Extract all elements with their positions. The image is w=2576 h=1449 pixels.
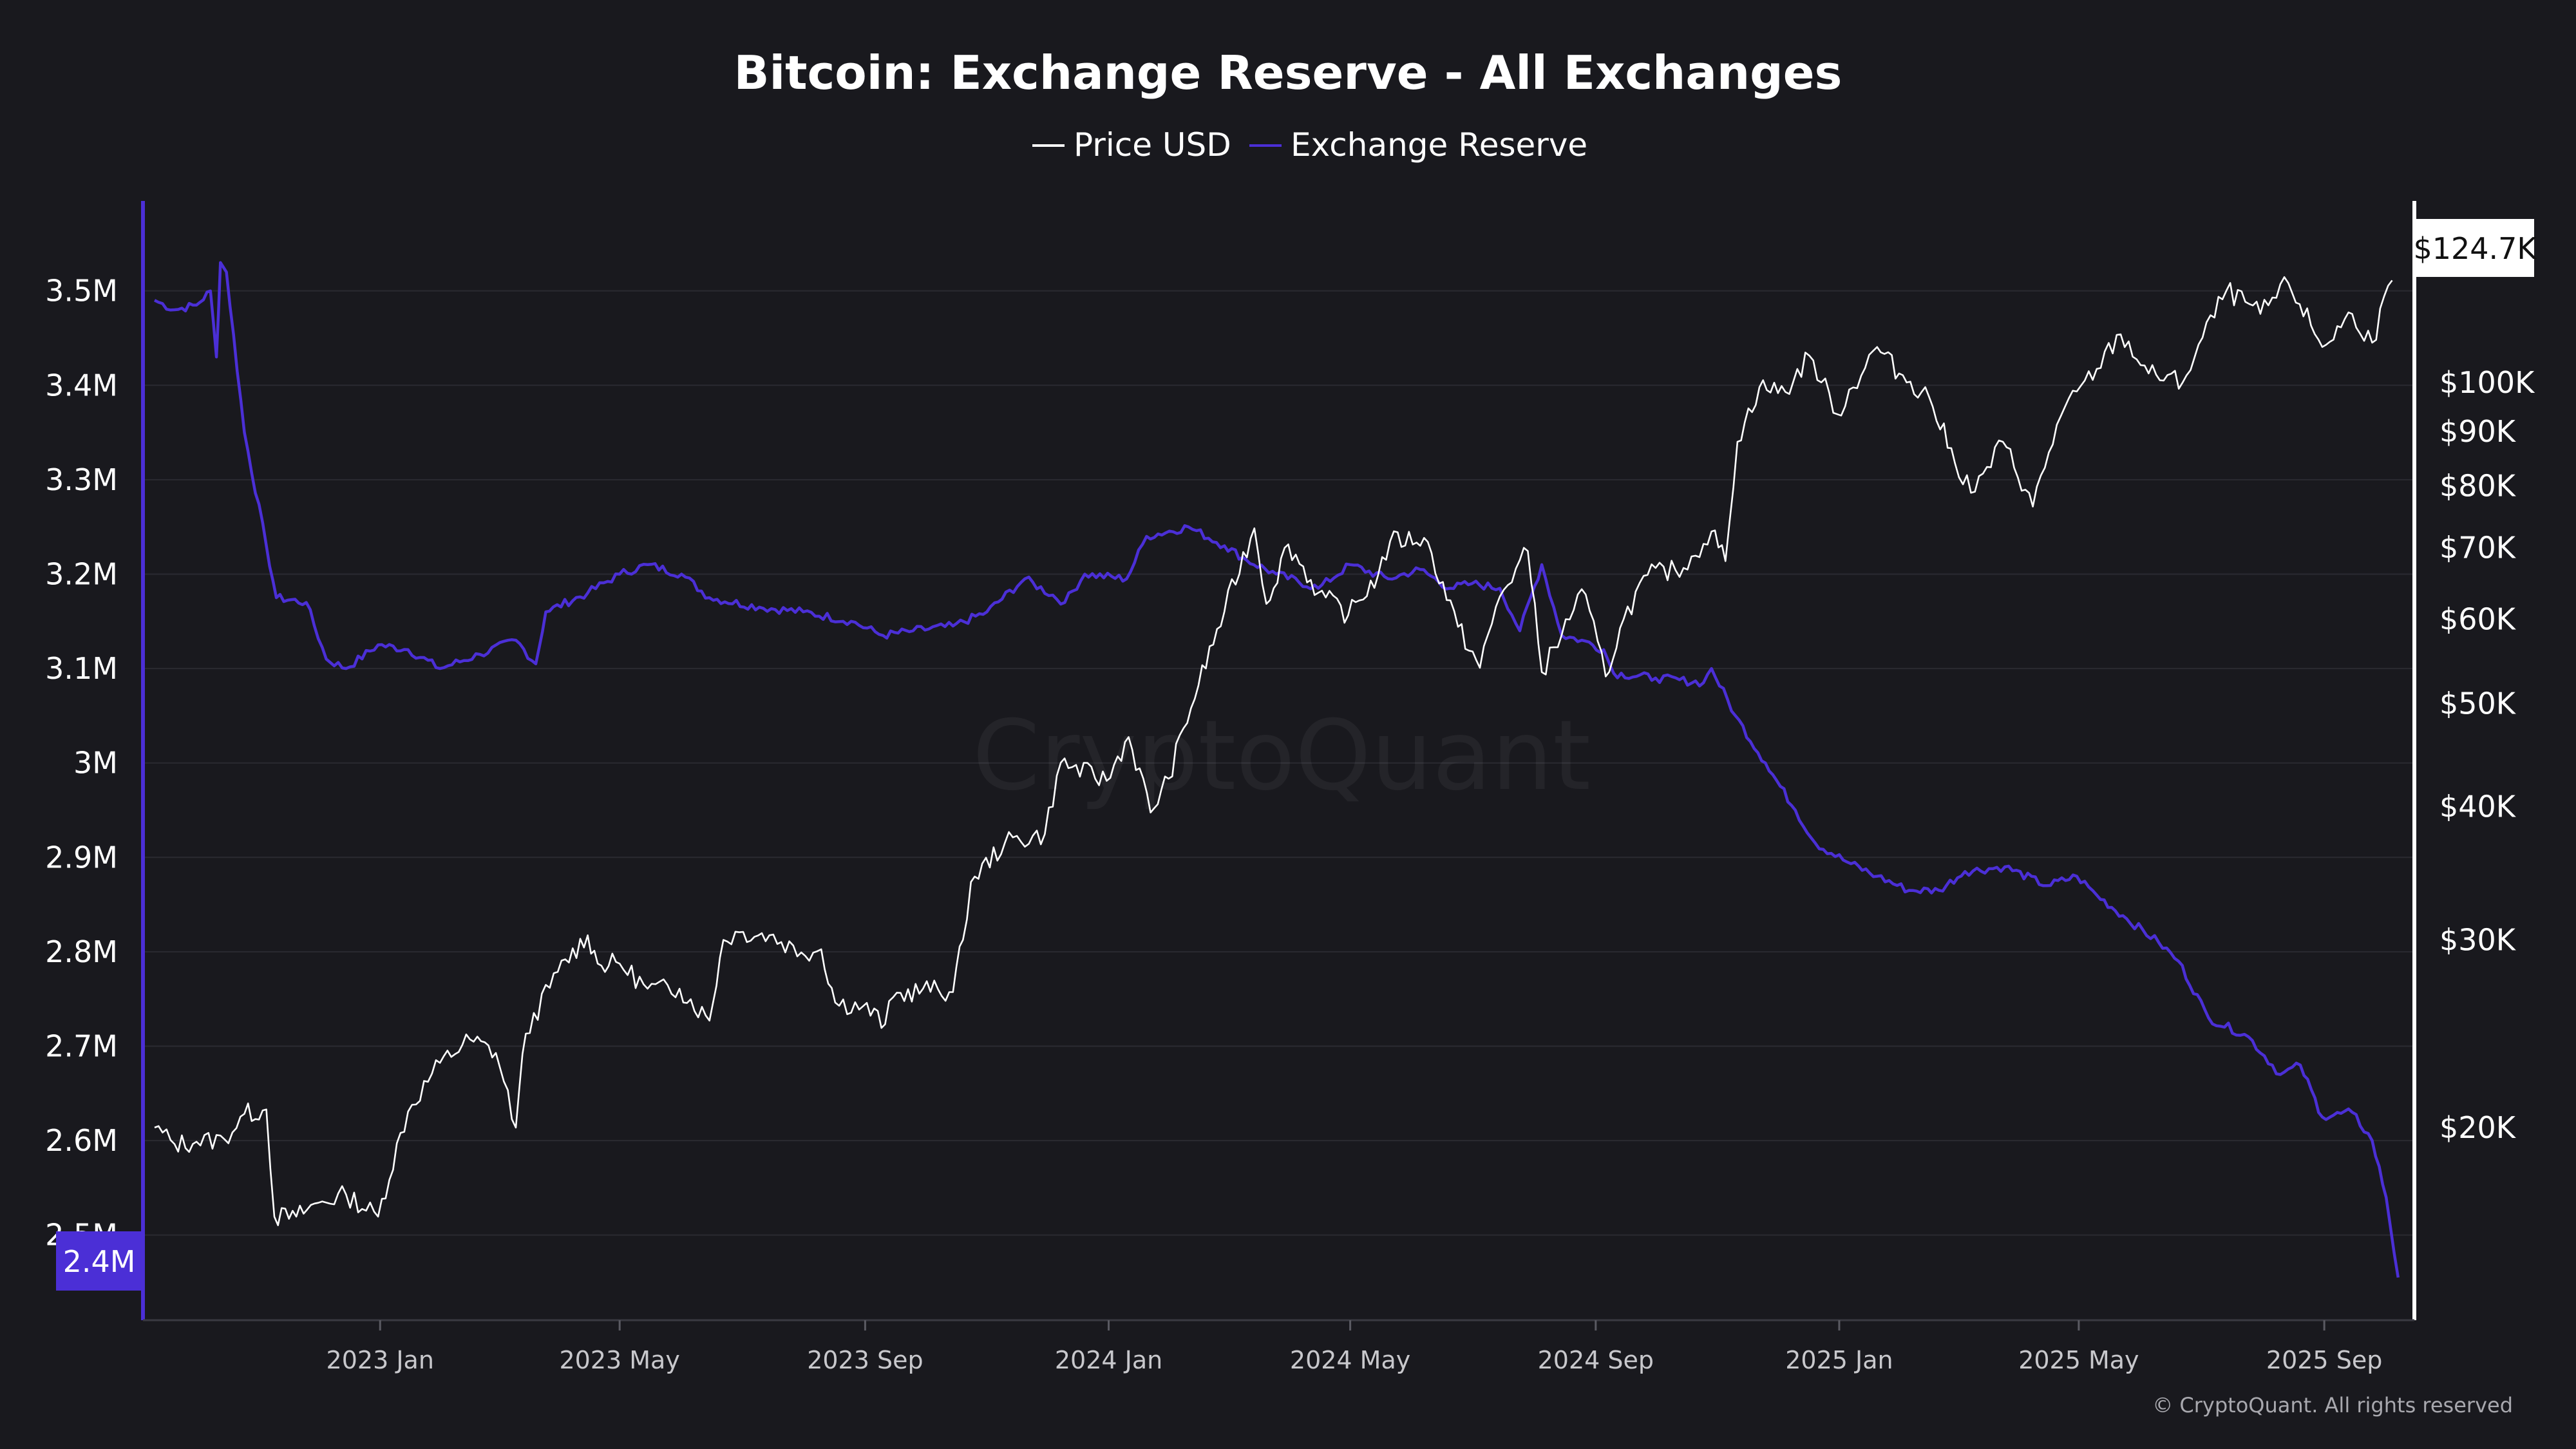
- y-left-tick-label: 3.4M: [45, 368, 118, 402]
- y-left-tick-label: 3.2M: [45, 556, 118, 591]
- y-left-tick-label: 2.7M: [45, 1029, 118, 1064]
- y-left-tick-label: 3M: [73, 746, 118, 781]
- y-left-tick-label: 3.5M: [45, 274, 118, 308]
- y-right-tick-label: $70K: [2439, 530, 2517, 565]
- watermark: CryptoQuant: [972, 700, 1591, 812]
- y-right-tick-label: $30K: [2439, 922, 2517, 957]
- series-exchange-reserve-line: [153, 261, 2400, 1278]
- legend-reserve-label[interactable]: Exchange Reserve: [1291, 126, 1587, 164]
- left-current-badge-box: [56, 1231, 143, 1291]
- right-current-badge-box: [2416, 219, 2534, 277]
- x-tick-label: 2025 Sep: [2266, 1346, 2382, 1374]
- y-right-tick-label: $50K: [2439, 686, 2517, 721]
- right-current-badge: $124.7K: [2413, 219, 2537, 277]
- left-current-badge-label: 2.4M: [63, 1244, 136, 1279]
- y-right-tick-label: $40K: [2439, 790, 2517, 824]
- y-right-tick-label: $20K: [2439, 1110, 2517, 1145]
- x-tick-label: 2024 Jan: [1055, 1346, 1162, 1374]
- copyright: © CryptoQuant. All rights reserved: [2152, 1393, 2513, 1417]
- grid: [143, 290, 2414, 1236]
- series-price-usd-line: [154, 276, 2393, 1226]
- y-right-tick-label: $80K: [2439, 468, 2517, 503]
- series-layer: [153, 261, 2400, 1278]
- y-left-tick-label: 3.1M: [45, 651, 118, 686]
- y-left-tick-label: 2.8M: [45, 934, 118, 969]
- legend[interactable]: Price USD Exchange Reserve: [1032, 126, 1587, 164]
- y-right-tick-label: $90K: [2439, 414, 2517, 449]
- y-left-tick-label: 2.9M: [45, 840, 118, 875]
- y-left-tick-label: 2.6M: [45, 1123, 118, 1158]
- x-tick-label: 2025 May: [2018, 1346, 2139, 1374]
- left-current-badge: 2.4M: [56, 1231, 143, 1291]
- y-right-tick-label: $100K: [2439, 365, 2535, 400]
- y-right-tick-label: $60K: [2439, 601, 2517, 636]
- right-axis-ticks: $100K $90K $80K $70K $60K $50K $40K $30K $20K: [2439, 365, 2535, 1145]
- x-tick-label: 2023 May: [559, 1346, 679, 1374]
- legend-price-label[interactable]: Price USD: [1074, 126, 1231, 164]
- x-tick-label: 2023 Sep: [807, 1346, 923, 1374]
- x-tick-label: 2025 Jan: [1785, 1346, 1893, 1374]
- left-axis-ticks: 3.5M3.4M3.3M3.2M3.1M3M2.9M2.8M2.7M2.6M2.…: [45, 274, 118, 1253]
- x-axis-ticks: 2023 Jan 2023 May 2023 Sep 2024 Jan 2024 May…: [327, 1320, 2382, 1374]
- right-current-badge-label: $124.7K: [2413, 231, 2537, 266]
- x-tick-label: 2024 May: [1290, 1346, 1410, 1374]
- x-tick-label: 2024 Sep: [1538, 1346, 1654, 1374]
- y-left-tick-label: 3.3M: [45, 462, 118, 497]
- chart-title: Bitcoin: Exchange Reserve - All Exchange…: [734, 46, 1842, 100]
- x-tick-label: 2023 Jan: [327, 1346, 434, 1374]
